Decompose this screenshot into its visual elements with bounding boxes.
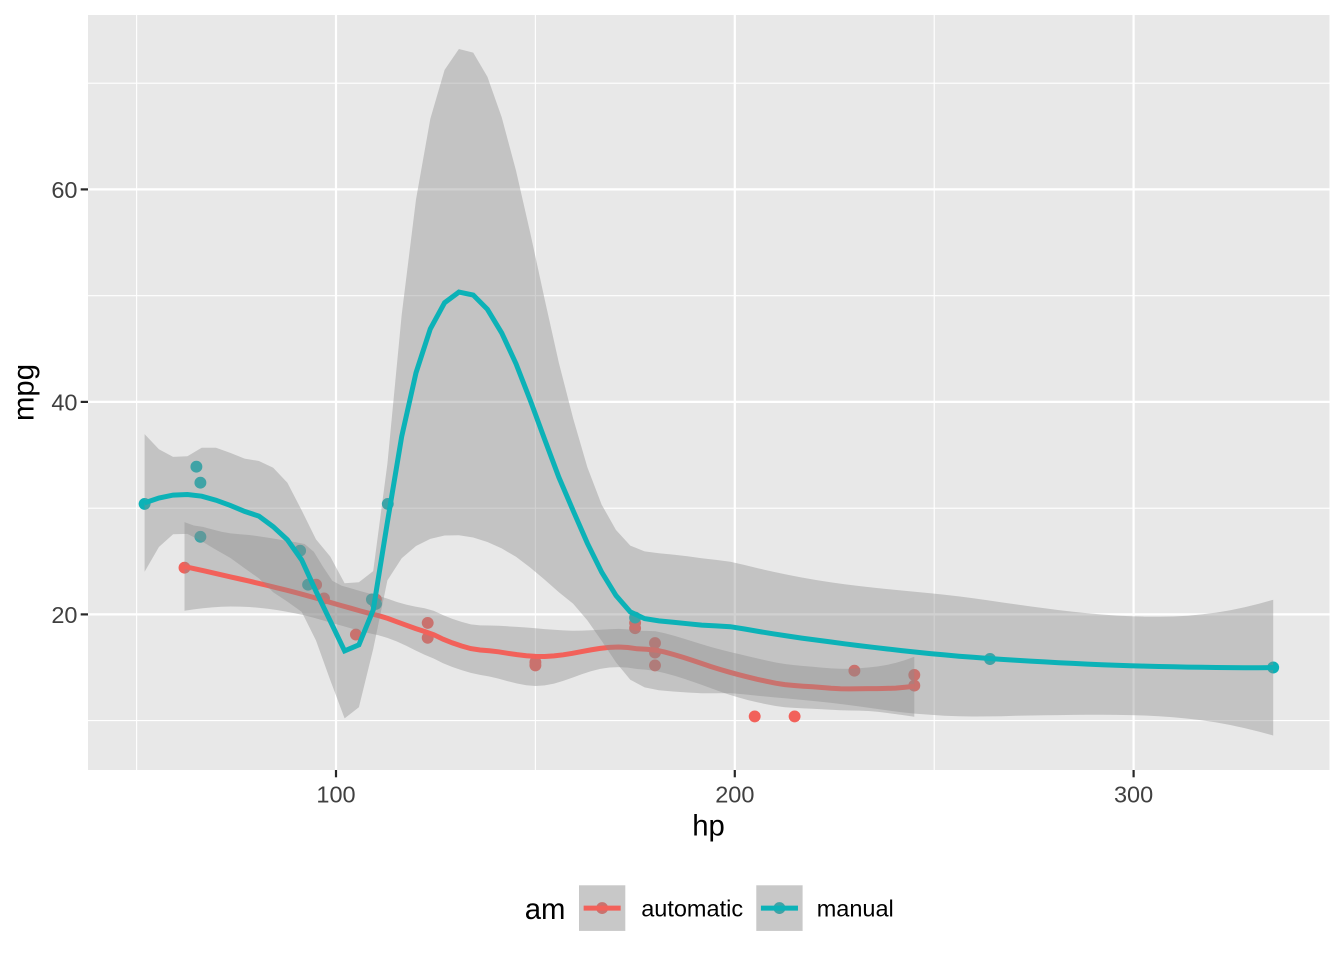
- svg-text:300: 300: [1114, 782, 1153, 808]
- svg-text:automatic: automatic: [641, 896, 743, 922]
- svg-text:manual: manual: [817, 896, 894, 922]
- svg-text:am: am: [525, 893, 566, 926]
- svg-text:20: 20: [51, 602, 77, 628]
- svg-text:60: 60: [51, 177, 77, 203]
- svg-text:40: 40: [51, 389, 77, 415]
- svg-text:hp: hp: [692, 810, 725, 843]
- svg-text:100: 100: [316, 782, 355, 808]
- svg-text:mpg: mpg: [8, 364, 41, 421]
- svg-text:200: 200: [715, 782, 754, 808]
